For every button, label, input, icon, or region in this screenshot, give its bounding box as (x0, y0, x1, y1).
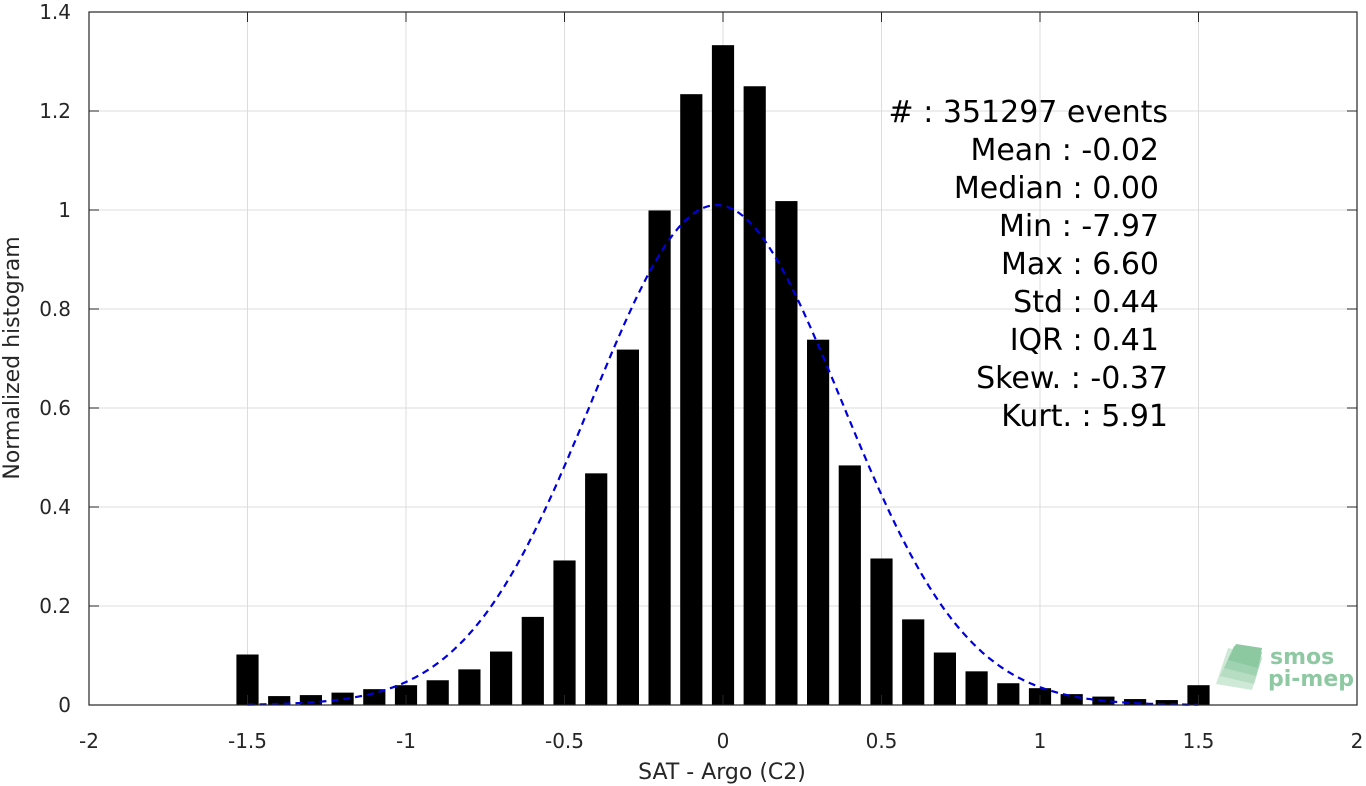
y-tick-label: 0.2 (39, 594, 71, 618)
y-tick-label: 0 (58, 693, 71, 717)
histogram-bar (965, 671, 988, 705)
x-tick-label: 2 (1351, 729, 1364, 753)
y-tick-label: 1 (58, 198, 71, 222)
x-tick-label: -1 (396, 729, 416, 753)
y-tick-label: 1.4 (39, 0, 71, 24)
logo-line2: pi-mep (1268, 667, 1354, 692)
y-tick-label: 0.4 (39, 495, 71, 519)
stat-line: Mean : -0.02 (970, 133, 1159, 168)
x-axis-ticks: -2 -1.5 -1 -0.5 0 0.5 1 1.5 2 (79, 12, 1363, 753)
histogram-bar (1155, 700, 1178, 705)
histogram-bar (585, 473, 608, 705)
histogram-bar (775, 201, 798, 705)
y-tick-label: 0.6 (39, 396, 71, 420)
histogram-bar (363, 689, 386, 705)
y-tick-label: 0.8 (39, 297, 71, 321)
histogram-bar (902, 619, 925, 705)
histogram-bar (490, 651, 513, 705)
histogram-bar (680, 94, 703, 706)
stat-line: Std : 0.44 (1013, 285, 1159, 320)
x-tick-label: -1.5 (228, 729, 267, 753)
histogram-bar (648, 210, 671, 705)
histogram-bar (236, 654, 259, 705)
histogram-bar (997, 683, 1020, 705)
histogram-bar (521, 616, 544, 705)
y-axis-ticks: 0 0.2 0.4 0.6 0.8 1 1.2 1.4 (39, 0, 1357, 717)
histogram-bar (807, 339, 830, 705)
stat-line: Kurt. : 5.91 (1001, 399, 1168, 434)
x-axis-label: SAT - Argo (C2) (638, 760, 806, 785)
x-tick-label: 1 (1034, 729, 1047, 753)
stat-line: Median : 0.00 (954, 171, 1159, 206)
logo-line1: smos (1270, 645, 1334, 670)
histogram-bar (933, 652, 956, 705)
x-tick-label: -0.5 (545, 729, 584, 753)
stat-line: Skew. : -0.37 (976, 361, 1168, 396)
histogram-bar (299, 695, 322, 705)
histogram-bar (426, 680, 449, 705)
fit-line (247, 203, 1199, 706)
histogram-bar (331, 692, 354, 705)
histogram-bars (236, 45, 1210, 706)
histogram-bar (1060, 694, 1083, 705)
x-tick-label: 1.5 (1183, 729, 1215, 753)
logo-layers-icon (1216, 644, 1262, 690)
stat-line: IQR : 0.41 (1010, 323, 1159, 358)
histogram-bar (870, 558, 893, 705)
histogram-bar (458, 669, 481, 705)
x-tick-label: 0.5 (866, 729, 898, 753)
y-tick-label: 1.2 (39, 99, 71, 123)
histogram-bar (743, 86, 766, 705)
gaussian-fit-curve (247, 203, 1199, 706)
smos-pi-mep-logo: smos pi-mep (1216, 644, 1354, 692)
stat-line: # : 351297 events (889, 95, 1168, 130)
histogram-bar (838, 465, 861, 705)
x-tick-label: -2 (79, 729, 99, 753)
histogram-bar (711, 45, 735, 706)
x-tick-label: 0 (717, 729, 730, 753)
histogram-bar (616, 349, 639, 705)
histogram-bar (553, 560, 576, 705)
stat-line: Min : -7.97 (999, 209, 1159, 244)
histogram-bar (268, 696, 291, 705)
y-axis-label: Normalized histogram (0, 236, 25, 479)
stat-line: Max : 6.60 (1001, 247, 1159, 282)
